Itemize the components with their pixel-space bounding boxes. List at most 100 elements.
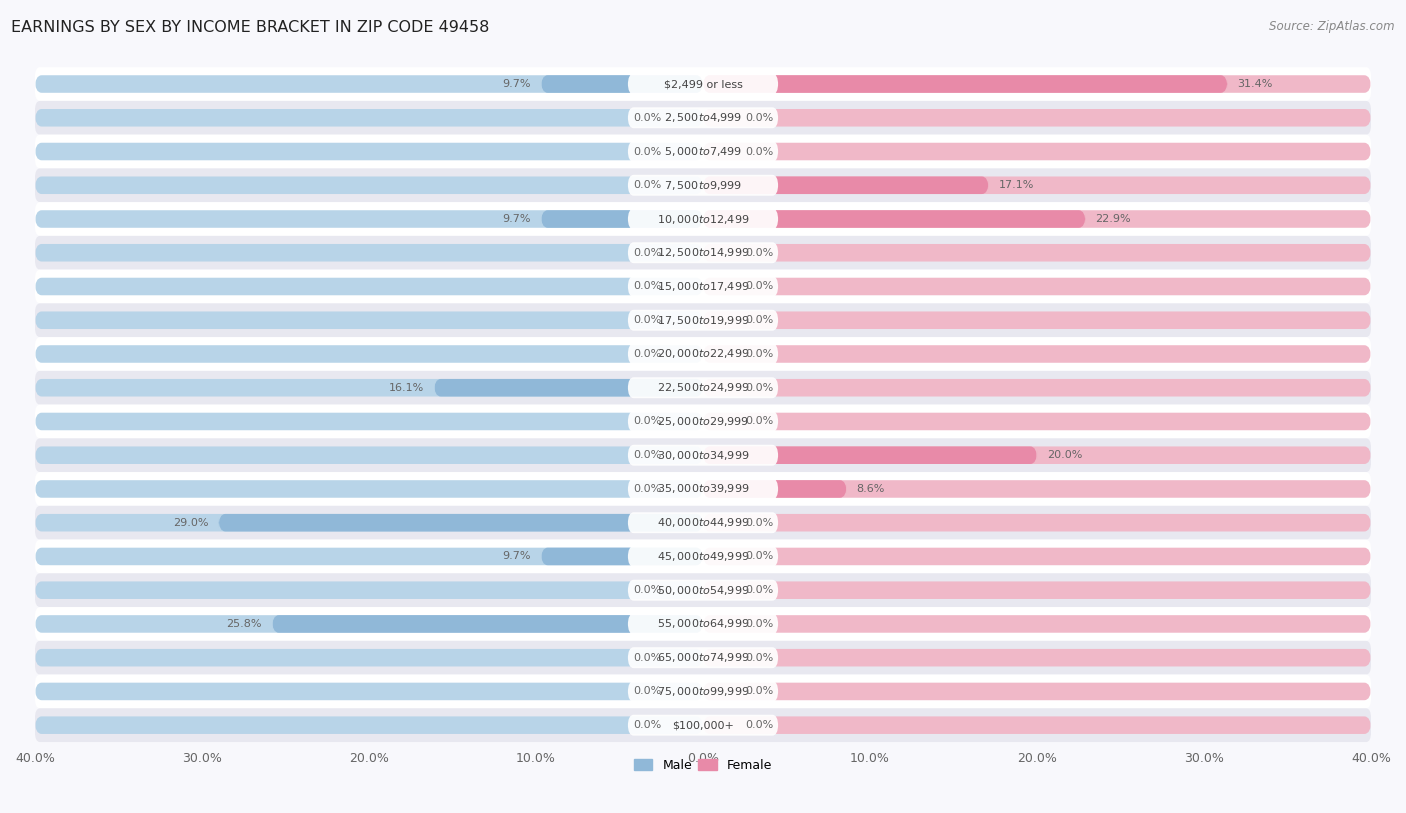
FancyBboxPatch shape: [703, 311, 1371, 329]
Text: 9.7%: 9.7%: [502, 79, 531, 89]
Text: 0.0%: 0.0%: [745, 281, 773, 292]
FancyBboxPatch shape: [35, 168, 1371, 202]
FancyBboxPatch shape: [35, 202, 1371, 236]
FancyBboxPatch shape: [35, 708, 1371, 742]
FancyBboxPatch shape: [35, 371, 1371, 405]
FancyBboxPatch shape: [628, 73, 778, 94]
FancyBboxPatch shape: [35, 506, 1371, 540]
FancyBboxPatch shape: [541, 211, 703, 228]
FancyBboxPatch shape: [35, 438, 1371, 472]
FancyBboxPatch shape: [628, 377, 778, 398]
FancyBboxPatch shape: [628, 681, 778, 702]
Text: 17.1%: 17.1%: [998, 180, 1033, 190]
Text: 0.0%: 0.0%: [745, 518, 773, 528]
Text: 0.0%: 0.0%: [745, 653, 773, 663]
Text: 0.0%: 0.0%: [745, 686, 773, 697]
Text: $30,000 to $34,999: $30,000 to $34,999: [657, 449, 749, 462]
Text: 0.0%: 0.0%: [633, 349, 661, 359]
FancyBboxPatch shape: [35, 346, 703, 363]
FancyBboxPatch shape: [703, 615, 1371, 633]
Text: 0.0%: 0.0%: [745, 416, 773, 427]
FancyBboxPatch shape: [628, 647, 778, 668]
FancyBboxPatch shape: [703, 346, 1371, 363]
FancyBboxPatch shape: [35, 573, 1371, 607]
FancyBboxPatch shape: [35, 514, 703, 532]
Text: $65,000 to $74,999: $65,000 to $74,999: [657, 651, 749, 664]
FancyBboxPatch shape: [35, 211, 703, 228]
FancyBboxPatch shape: [35, 67, 1371, 101]
FancyBboxPatch shape: [35, 607, 1371, 641]
FancyBboxPatch shape: [628, 175, 778, 196]
Text: 0.0%: 0.0%: [745, 146, 773, 157]
FancyBboxPatch shape: [35, 109, 703, 127]
Text: 0.0%: 0.0%: [633, 653, 661, 663]
Text: 0.0%: 0.0%: [633, 450, 661, 460]
Text: 0.0%: 0.0%: [745, 248, 773, 258]
Text: 0.0%: 0.0%: [633, 248, 661, 258]
Text: $10,000 to $12,499: $10,000 to $12,499: [657, 212, 749, 225]
FancyBboxPatch shape: [703, 211, 1371, 228]
FancyBboxPatch shape: [35, 581, 703, 599]
Text: 9.7%: 9.7%: [502, 214, 531, 224]
FancyBboxPatch shape: [35, 244, 703, 262]
FancyBboxPatch shape: [35, 480, 703, 498]
Text: 25.8%: 25.8%: [226, 619, 262, 629]
FancyBboxPatch shape: [35, 540, 1371, 573]
Text: 0.0%: 0.0%: [633, 146, 661, 157]
FancyBboxPatch shape: [628, 715, 778, 736]
FancyBboxPatch shape: [219, 514, 703, 532]
Text: 0.0%: 0.0%: [633, 416, 661, 427]
FancyBboxPatch shape: [35, 405, 1371, 438]
FancyBboxPatch shape: [35, 379, 703, 397]
Text: 0.0%: 0.0%: [745, 720, 773, 730]
Text: 0.0%: 0.0%: [745, 315, 773, 325]
FancyBboxPatch shape: [628, 580, 778, 601]
FancyBboxPatch shape: [703, 413, 1371, 430]
FancyBboxPatch shape: [628, 614, 778, 634]
FancyBboxPatch shape: [35, 143, 703, 160]
FancyBboxPatch shape: [703, 278, 1371, 295]
Text: $20,000 to $22,499: $20,000 to $22,499: [657, 347, 749, 360]
FancyBboxPatch shape: [35, 101, 1371, 135]
FancyBboxPatch shape: [703, 480, 846, 498]
FancyBboxPatch shape: [35, 716, 703, 734]
FancyBboxPatch shape: [35, 641, 1371, 675]
Text: 9.7%: 9.7%: [502, 551, 531, 562]
FancyBboxPatch shape: [35, 270, 1371, 303]
FancyBboxPatch shape: [703, 211, 1085, 228]
Text: $35,000 to $39,999: $35,000 to $39,999: [657, 482, 749, 495]
Text: EARNINGS BY SEX BY INCOME BRACKET IN ZIP CODE 49458: EARNINGS BY SEX BY INCOME BRACKET IN ZIP…: [11, 20, 489, 35]
Text: 0.0%: 0.0%: [633, 281, 661, 292]
FancyBboxPatch shape: [703, 548, 1371, 565]
Text: $45,000 to $49,999: $45,000 to $49,999: [657, 550, 749, 563]
FancyBboxPatch shape: [703, 76, 1371, 93]
Text: 0.0%: 0.0%: [745, 551, 773, 562]
FancyBboxPatch shape: [628, 310, 778, 331]
FancyBboxPatch shape: [628, 276, 778, 297]
Text: 0.0%: 0.0%: [633, 686, 661, 697]
Text: $12,500 to $14,999: $12,500 to $14,999: [657, 246, 749, 259]
FancyBboxPatch shape: [35, 278, 703, 295]
FancyBboxPatch shape: [703, 176, 988, 194]
FancyBboxPatch shape: [628, 512, 778, 533]
FancyBboxPatch shape: [628, 411, 778, 432]
Text: 0.0%: 0.0%: [633, 113, 661, 123]
Text: $17,500 to $19,999: $17,500 to $19,999: [657, 314, 749, 327]
FancyBboxPatch shape: [703, 176, 1371, 194]
FancyBboxPatch shape: [628, 209, 778, 229]
FancyBboxPatch shape: [541, 548, 703, 565]
FancyBboxPatch shape: [703, 76, 1227, 93]
FancyBboxPatch shape: [35, 337, 1371, 371]
Text: 0.0%: 0.0%: [745, 585, 773, 595]
Text: $25,000 to $29,999: $25,000 to $29,999: [657, 415, 749, 428]
Text: 0.0%: 0.0%: [745, 113, 773, 123]
Text: $50,000 to $54,999: $50,000 to $54,999: [657, 584, 749, 597]
FancyBboxPatch shape: [703, 109, 1371, 127]
FancyBboxPatch shape: [703, 244, 1371, 262]
Text: 8.6%: 8.6%: [856, 484, 884, 494]
FancyBboxPatch shape: [628, 242, 778, 263]
Text: 31.4%: 31.4%: [1237, 79, 1272, 89]
FancyBboxPatch shape: [703, 649, 1371, 667]
Legend: Male, Female: Male, Female: [628, 754, 778, 776]
FancyBboxPatch shape: [35, 675, 1371, 708]
